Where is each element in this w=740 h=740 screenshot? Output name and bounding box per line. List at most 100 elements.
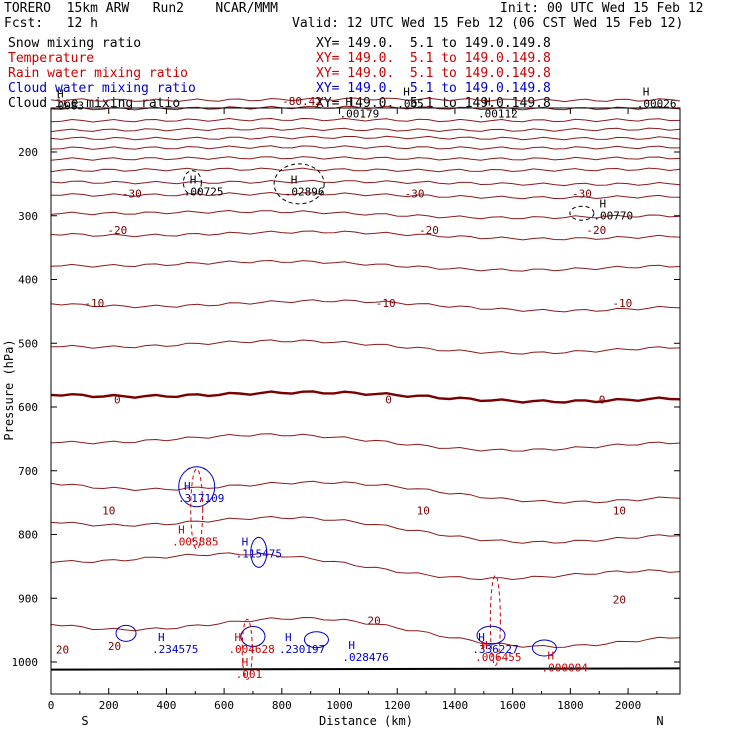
cloud-water-max-value: .028476 xyxy=(342,651,388,664)
field-label-snow: Snow mixing ratio xyxy=(8,36,142,51)
snow-max-value: .00725 xyxy=(184,185,224,198)
cloud-water-contour xyxy=(476,625,506,645)
init-time: Init: 00 UTC Wed 15 Feb 12 xyxy=(500,1,704,16)
x-tick-label: 1400 xyxy=(442,699,469,712)
snow-max-value: .02896 xyxy=(285,185,325,198)
cloud-water-max-h-marker: H xyxy=(158,631,165,644)
model-title: TORERO 15km ARW Run2 NCAR/MMM xyxy=(4,1,278,16)
isotherm-label: 0 xyxy=(114,393,121,406)
field-label-cloud-ice: Cloud ice mixing ratio xyxy=(8,96,181,111)
isotherm-label: -20 xyxy=(586,224,606,237)
cloud-water-contour xyxy=(303,631,329,649)
x-tick-label: 1800 xyxy=(557,699,584,712)
snow-max-value: .065 xyxy=(397,97,424,110)
x-tick-label: 600 xyxy=(214,699,234,712)
snow-max-h-marker: H xyxy=(57,87,64,100)
isotherm-line xyxy=(50,179,681,187)
isotherm-label: -30 xyxy=(405,187,425,200)
rain-max-value: .004628 xyxy=(228,643,274,656)
cloud-water-contour xyxy=(115,624,137,642)
cloud-water-max-value: .115475 xyxy=(236,548,282,561)
snow-max-value: .00179 xyxy=(340,108,380,121)
isotherm-label: -80.42 xyxy=(282,95,322,108)
cloud-water-max-value: .234575 xyxy=(152,643,198,656)
rain-max-h-marker: H xyxy=(548,650,555,663)
y-tick-label: 600 xyxy=(18,401,38,414)
y-tick-label: 300 xyxy=(18,210,38,223)
rain-max-h-marker: H xyxy=(234,631,241,644)
isotherm-label: -20 xyxy=(107,224,127,237)
isotherm-line xyxy=(50,156,681,161)
cloud-water-max-value: .230197 xyxy=(279,643,325,656)
y-tick-label: 900 xyxy=(18,592,38,605)
isotherm-line xyxy=(50,299,681,313)
isotherm-line xyxy=(50,135,681,141)
cloud-water-contour xyxy=(178,466,216,508)
snow-contour xyxy=(273,163,325,205)
isotherm-line xyxy=(50,433,681,452)
isotherm-label: -10 xyxy=(612,297,632,310)
field-label-rain: Rain water mixing ratio xyxy=(8,66,189,81)
snow-max-value: .00770 xyxy=(593,210,633,223)
isotherm-line xyxy=(50,167,681,173)
isotherm-line xyxy=(50,515,681,544)
isotherm-label: -30 xyxy=(122,187,142,200)
field-xy-temperature: XY= 149.0. 5.1 to 149.0.149.8 xyxy=(316,51,551,66)
snow-max-h-marker: H xyxy=(403,85,410,98)
plot-frame xyxy=(50,107,681,695)
isotherm-label: -10 xyxy=(376,297,396,310)
snow-max-value: .00112 xyxy=(478,108,518,121)
isotherm-line xyxy=(50,117,681,123)
isotherm-line xyxy=(50,209,681,220)
y-tick-label: 800 xyxy=(18,529,38,542)
x-axis-left-end: S xyxy=(81,714,88,728)
snow-contour xyxy=(569,205,595,221)
valid-time: Valid: 12 UTC Wed 15 Feb 12 (06 CST Wed … xyxy=(292,16,684,31)
field-label-temperature: Temperature xyxy=(8,51,95,66)
snow-max-h-marker: H xyxy=(643,85,650,98)
cloud-water-max-value: .336227 xyxy=(472,643,518,656)
rain-contour xyxy=(190,468,204,550)
rain-max-h-marker: H xyxy=(178,523,185,536)
rain-max-value: .006455 xyxy=(475,651,521,664)
cloud-water-contour xyxy=(531,639,557,657)
forecast-hour: Fcst: 12 h xyxy=(4,16,98,31)
isotherm-line xyxy=(50,230,681,241)
x-tick-label: 0 xyxy=(48,699,55,712)
field-xy-cloud-water: XY= 149.0. 5.1 to 149.0.149.8 xyxy=(316,81,551,96)
isotherm-label: 20 xyxy=(613,594,626,607)
x-axis-right-end: N xyxy=(656,714,663,728)
isotherm-label: 10 xyxy=(417,504,430,517)
snow-max-h-marker: H xyxy=(484,96,491,109)
x-tick-label: 400 xyxy=(156,699,176,712)
y-tick-label: 700 xyxy=(18,465,38,478)
snow-max-value: .00026 xyxy=(637,97,677,110)
snow-max-h-marker: H xyxy=(291,173,298,186)
rain-max-h-marker: H xyxy=(481,639,488,652)
y-tick-label: 1000 xyxy=(12,656,39,669)
isotherm-line xyxy=(50,616,681,648)
cloud-water-contour xyxy=(240,626,266,647)
isotherm-line xyxy=(51,191,681,200)
rain-max-value: .001 xyxy=(236,668,263,681)
field-xy-rain: XY= 149.0. 5.1 to 149.0.149.8 xyxy=(316,66,551,81)
isotherm-label: 20 xyxy=(56,643,69,656)
isotherm-line xyxy=(50,480,681,504)
cloud-water-max-h-marker: H xyxy=(348,639,355,652)
isotherm-label: 0 xyxy=(599,393,606,406)
isotherm-label: -30 xyxy=(572,187,592,200)
rain-contour xyxy=(241,618,253,680)
y-tick-label: 400 xyxy=(18,274,38,287)
x-tick-label: 1200 xyxy=(384,699,411,712)
isotherm-label: -10 xyxy=(84,297,104,310)
isotherm-line xyxy=(50,97,681,103)
x-tick-label: 1000 xyxy=(326,699,353,712)
cloud-water-contour xyxy=(250,536,268,568)
rain-max-h-marker: H xyxy=(242,656,249,669)
y-tick-label: 500 xyxy=(18,337,38,350)
surface-line xyxy=(50,667,681,671)
field-label-cloud-water: Cloud water mixing ratio xyxy=(8,81,196,96)
isotherm-line xyxy=(50,390,681,404)
isotherm-line xyxy=(50,259,681,272)
